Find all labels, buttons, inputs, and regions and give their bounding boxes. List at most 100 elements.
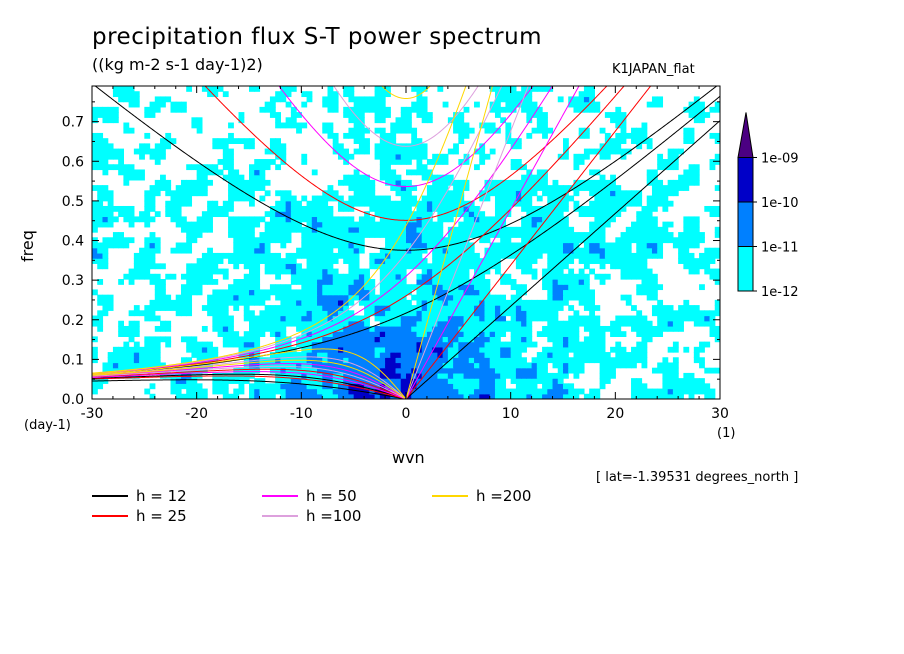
- heat-cell: [573, 320, 580, 327]
- heat-cell: [563, 346, 569, 353]
- heat-cell: [264, 247, 271, 254]
- heat-cell: [259, 258, 266, 264]
- heat-cell: [693, 263, 700, 270]
- heat-cell: [165, 96, 172, 103]
- heat-cell: [296, 378, 302, 384]
- heat-cell: [479, 226, 486, 233]
- heat-cell: [526, 132, 533, 139]
- heat-cell: [358, 320, 365, 327]
- heat-cell: [358, 273, 365, 280]
- heat-cell: [615, 263, 622, 270]
- heat-cell: [385, 159, 391, 165]
- heat-cell: [510, 143, 517, 150]
- heat-cell: [212, 164, 219, 171]
- heat-cell: [191, 393, 198, 399]
- heat-cell: [615, 106, 622, 113]
- heat-cell: [165, 190, 172, 197]
- heat-cell: [285, 378, 292, 384]
- heat-cell: [385, 232, 391, 238]
- heat-cell: [453, 299, 459, 306]
- heat-cell: [180, 185, 187, 191]
- heat-cell: [421, 211, 428, 218]
- heat-cell: [395, 211, 402, 218]
- heat-cell: [301, 252, 308, 259]
- heat-cell: [186, 299, 193, 306]
- heat-cell: [364, 305, 370, 311]
- heat-cell: [699, 341, 705, 348]
- heat-cell: [421, 143, 428, 150]
- heat-cell: [641, 279, 648, 285]
- heat-cell: [269, 284, 276, 291]
- heat-cell: [400, 320, 407, 327]
- heat-cell: [144, 237, 151, 244]
- heat-cell: [139, 357, 145, 364]
- heat-cell: [615, 320, 622, 327]
- heat-cell: [275, 190, 281, 197]
- heat-cell: [395, 216, 402, 223]
- heat-cell: [463, 200, 470, 207]
- heat-cell: [390, 221, 397, 228]
- heat-cell: [468, 367, 475, 374]
- heat-cell: [678, 388, 684, 395]
- heat-cell: [542, 132, 548, 139]
- heat-cell: [385, 247, 391, 254]
- heat-cell: [322, 127, 329, 134]
- heat-cell: [688, 393, 695, 399]
- heat-cell: [348, 273, 355, 280]
- heat-cell: [573, 279, 580, 285]
- heat-cell: [249, 242, 255, 249]
- heat-cell: [463, 226, 470, 233]
- heat-cell: [149, 336, 156, 343]
- heat-cell: [97, 132, 104, 139]
- heat-cell: [348, 289, 355, 296]
- heat-cell: [175, 221, 182, 228]
- heat-cell: [510, 91, 517, 98]
- heat-cell: [625, 362, 632, 369]
- heat-cell: [332, 216, 339, 223]
- heat-cell: [432, 195, 438, 202]
- heat-cell: [112, 91, 119, 98]
- heat-cell: [348, 258, 355, 264]
- heat-cell: [610, 195, 616, 202]
- heat-cell: [186, 247, 193, 254]
- colorbar-label: 1e-09: [761, 152, 799, 167]
- heat-cell: [468, 289, 475, 296]
- heat-cell: [704, 310, 711, 317]
- heat-cell: [379, 91, 386, 98]
- heat-cell: [222, 310, 229, 317]
- heat-cell: [144, 247, 151, 254]
- heat-cell: [332, 279, 339, 285]
- heat-cell: [411, 232, 418, 238]
- heat-cell: [160, 185, 166, 191]
- heat-cell: [688, 378, 695, 384]
- heat-cell: [615, 237, 622, 244]
- heat-cell: [704, 388, 711, 395]
- heat-cell: [411, 211, 418, 218]
- heat-cell: [646, 138, 653, 144]
- heat-cell: [510, 86, 517, 92]
- heat-cell: [494, 200, 501, 207]
- heat-cell: [290, 305, 297, 311]
- heat-cell: [468, 310, 475, 317]
- heat-cell: [343, 372, 350, 379]
- heat-cell: [500, 388, 507, 395]
- heat-cell: [447, 383, 454, 390]
- heat-cell: [704, 383, 711, 390]
- heat-cell: [610, 138, 616, 144]
- heat-cell: [526, 232, 533, 238]
- heat-cell: [479, 388, 486, 395]
- heat-cell: [494, 195, 501, 202]
- heat-cell: [332, 232, 339, 238]
- heat-cell: [395, 357, 402, 364]
- heat-cell: [222, 341, 229, 348]
- heat-cell: [620, 200, 627, 207]
- heat-cell: [542, 86, 548, 92]
- heat-cell: [186, 388, 193, 395]
- heat-cell: [400, 200, 407, 207]
- heat-cell: [578, 315, 585, 322]
- heat-cell: [489, 378, 496, 384]
- heat-cell: [149, 299, 156, 306]
- heat-cell: [620, 153, 627, 160]
- heat-cell: [625, 263, 632, 270]
- heat-cell: [453, 179, 459, 186]
